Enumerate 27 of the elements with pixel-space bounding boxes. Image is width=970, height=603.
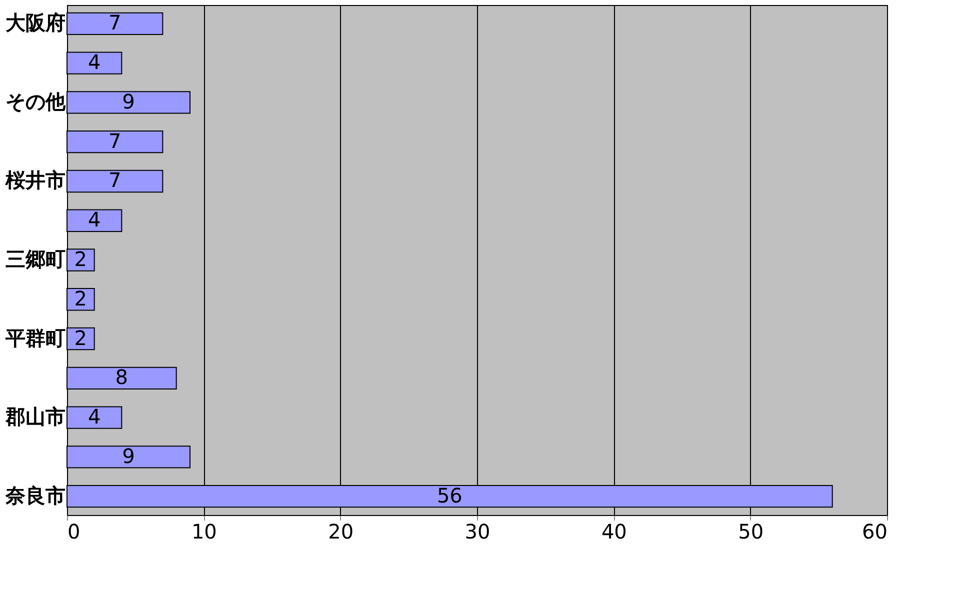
data-label: 2 [74, 247, 88, 271]
y-tick-label: 平群町 [4, 326, 66, 350]
x-tick-label: 50 [738, 520, 764, 544]
data-label: 2 [74, 326, 88, 350]
y-tick-label: 奈良市 [4, 483, 66, 508]
data-label: 2 [74, 286, 88, 310]
x-tick-label: 60 [862, 520, 888, 544]
data-label: 4 [88, 208, 101, 232]
x-tick-label: 40 [601, 520, 627, 544]
x-tick-label: 10 [191, 520, 217, 544]
y-tick-label: その他 [6, 89, 66, 114]
data-label: 7 [108, 10, 122, 35]
y-tick-label: 三郷町 [6, 247, 66, 271]
data-label: 56 [436, 483, 462, 508]
data-label: 9 [122, 444, 135, 468]
data-label: 8 [115, 365, 128, 390]
x-tick-label: 0 [68, 520, 80, 544]
data-label: 7 [108, 128, 122, 153]
data-label: 7 [108, 168, 122, 192]
data-label: 9 [122, 89, 135, 114]
x-tick-label: 20 [328, 520, 354, 544]
x-tick-label: 30 [464, 520, 490, 544]
y-tick-label: 大阪府 [6, 10, 66, 35]
data-label: 4 [88, 404, 101, 429]
data-label: 4 [88, 50, 101, 74]
y-tick-label: 桜井市 [4, 168, 66, 192]
y-tick-label: 郡山市 [4, 404, 66, 429]
